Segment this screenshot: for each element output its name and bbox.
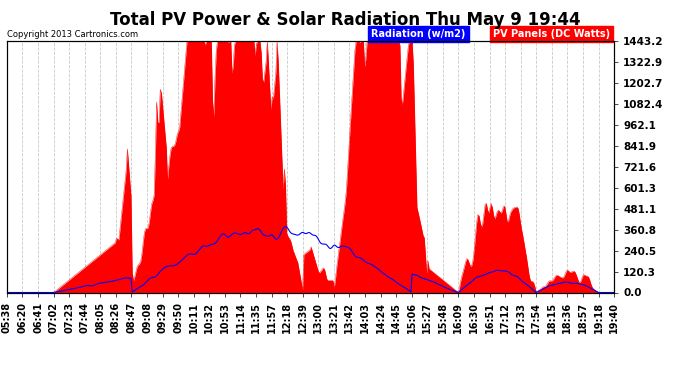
Text: Total PV Power & Solar Radiation Thu May 9 19:44: Total PV Power & Solar Radiation Thu May…	[110, 11, 580, 29]
Text: Radiation (w/m2): Radiation (w/m2)	[371, 29, 466, 39]
Text: Copyright 2013 Cartronics.com: Copyright 2013 Cartronics.com	[7, 30, 138, 39]
Text: PV Panels (DC Watts): PV Panels (DC Watts)	[493, 29, 610, 39]
